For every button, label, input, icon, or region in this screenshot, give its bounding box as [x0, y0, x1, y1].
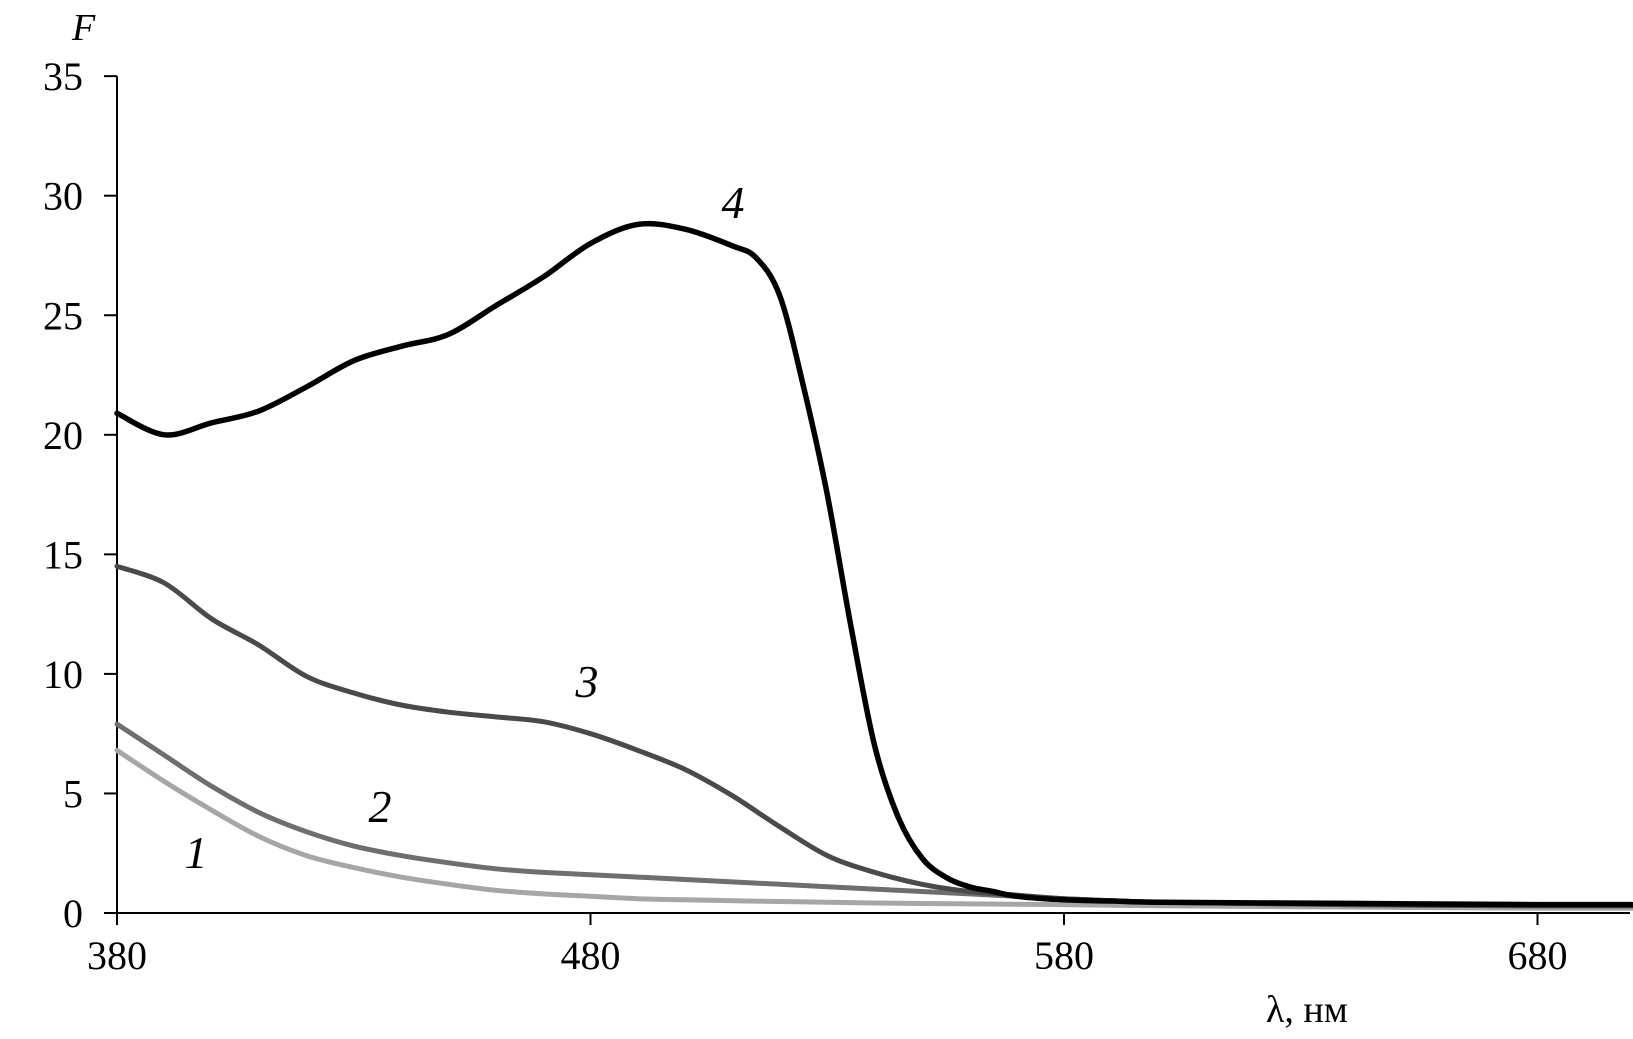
y-axis-title: F	[71, 7, 96, 49]
curve-label-4: 4	[722, 177, 745, 228]
y-tick-label: 5	[63, 771, 83, 816]
y-tick-label: 10	[43, 652, 83, 697]
curve-label-1: 1	[185, 827, 208, 878]
y-tick-label: 20	[43, 413, 83, 458]
series-line-1	[114, 747, 1633, 911]
y-axis-ticks: 0 5 10 15 20 25 30 35	[43, 54, 117, 936]
x-tick-label: 380	[87, 933, 147, 978]
x-axis-ticks: 380 480 580 680	[87, 913, 1568, 978]
series-line-4	[114, 220, 1633, 908]
y-tick-label: 30	[43, 174, 83, 219]
series-layer	[114, 220, 1633, 911]
curve-label-2: 2	[369, 781, 392, 832]
x-tick-label: 480	[561, 933, 621, 978]
y-tick-label: 35	[43, 54, 83, 99]
x-tick-label: 580	[1034, 933, 1094, 978]
x-tick-label: 680	[1508, 933, 1568, 978]
chart-axes: 0 5 10 15 20 25 30 35 380 480 580 680	[43, 54, 1630, 978]
y-tick-label: 25	[43, 293, 83, 338]
curve-labels: 1 2 3 4	[185, 177, 745, 878]
y-tick-label: 0	[63, 891, 83, 936]
curve-label-3: 3	[575, 656, 599, 707]
y-tick-label: 15	[43, 532, 83, 577]
x-axis-title: λ, нм	[1266, 989, 1348, 1031]
